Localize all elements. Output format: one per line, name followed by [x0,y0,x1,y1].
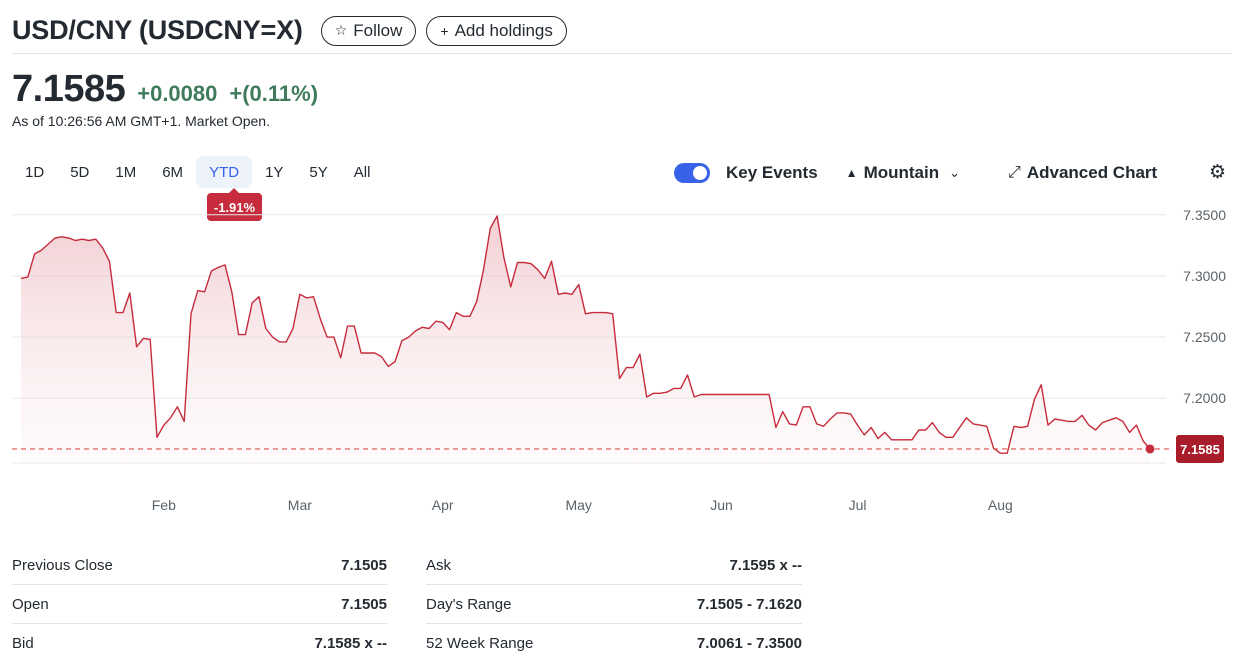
range-ytd[interactable]: YTD [196,156,253,188]
y-tick-label: 7.2000 [1183,390,1226,406]
mountain-icon: ▲ [845,166,858,180]
stat-label: Bid [12,635,34,652]
stat-value: 7.0061 - 7.3500 [696,635,802,652]
price-change-percent: +(0.11%) [229,81,319,106]
x-tick-label: Apr [432,497,454,513]
key-events-toggle[interactable]: Key Events [674,163,818,183]
y-tick-label: 7.3000 [1183,268,1226,284]
add-holdings-label: Add holdings [454,20,553,40]
toggle-switch[interactable] [674,163,710,183]
stat-row: Bid 7.1585 x -- [12,624,387,653]
stat-row: Day's Range 7.1505 - 7.1620 [426,585,802,624]
x-tick-label: Mar [288,497,312,513]
y-tick-label: 7.3500 [1183,207,1226,223]
series-area [21,216,1150,463]
x-axis-labels: Feb Mar Apr May Jun Jul Aug [152,497,1013,513]
range-selector: 1D 5D 1M 6M YTD 1Y 5Y All [12,156,383,188]
stat-value: 7.1505 [341,556,387,574]
stats-right: Ask 7.1595 x -- Day's Range 7.1505 - 7.1… [426,546,802,653]
range-5d[interactable]: 5D [70,163,90,181]
as-of-timestamp: As of 10:26:56 AM GMT+1. Market Open. [12,113,270,129]
x-tick-label: Jun [710,497,733,513]
stat-row: Ask 7.1595 x -- [426,546,802,585]
current-price-tag: 7.1585 [1176,434,1224,463]
follow-button[interactable]: ☆ Follow [320,15,417,46]
stat-row: Open 7.1505 [12,585,387,624]
stats-left: Previous Close 7.1505 Open 7.1505 Bid 7.… [12,546,387,653]
mountain-label: Mountain [863,163,940,182]
current-price: 7.1585 [12,68,126,110]
quote-header: USD/CNY (USDCNY=X) ☆ Follow + Add holdin… [12,8,1232,54]
y-axis-labels: 7.3500 7.3000 7.2500 7.2000 [1183,207,1226,406]
stat-row: 52 Week Range 7.0061 - 7.3500 [426,624,802,653]
follow-label: Follow [353,20,403,40]
stat-value: 7.1505 [341,595,387,613]
stat-label: Ask [426,556,452,574]
current-price-dot [1145,444,1155,454]
price-chart[interactable]: 7.3500 7.3000 7.2500 7.2000 Feb Mar Apr May Jun… [0,205,1246,525]
range-1y[interactable]: 1Y [265,163,284,181]
add-holdings-button[interactable]: + Add holdings [426,15,567,46]
current-price-tag-label: 7.1585 [1180,442,1220,457]
range-1m[interactable]: 1M [115,163,137,181]
chevron-down-icon: ⌄ [949,165,961,180]
chart-toolbar: Key Events ▲ Mountain ⌄ ⤢ Advanced Chart… [674,158,1226,188]
price-row: 7.1585 +0.0080 +(0.11%) [12,68,318,111]
stat-label: Previous Close [12,556,113,574]
y-tick-label: 7.2500 [1183,329,1226,345]
range-6m[interactable]: 6M [162,163,184,181]
stat-label: Day's Range [426,595,512,613]
stat-label: Open [12,595,49,613]
x-tick-label: Aug [988,497,1013,513]
stat-row: Previous Close 7.1505 [12,546,387,585]
stat-value: 7.1595 x -- [729,556,802,574]
stat-value: 7.1505 - 7.1620 [696,595,802,613]
expand-icon: ⤢ [1008,164,1021,181]
advanced-chart-button[interactable]: ⤢ Advanced Chart [1008,163,1157,183]
series-line [20,215,1151,454]
range-all[interactable]: All [353,163,371,181]
key-events-label: Key Events [726,163,818,182]
gear-icon[interactable]: ⚙ [1208,162,1226,183]
star-icon: ☆ [334,22,348,38]
page-title: USD/CNY (USDCNY=X) [12,15,303,45]
stat-label: 52 Week Range [426,635,534,652]
x-tick-label: Jul [849,497,867,513]
chart-type-dropdown[interactable]: ▲ Mountain ⌄ [846,163,960,183]
range-1d[interactable]: 1D [25,163,45,181]
advanced-chart-label: Advanced Chart [1026,163,1158,182]
x-tick-label: Feb [152,497,176,513]
ytd-change-badge: -1.91% [207,188,262,221]
price-change: +0.0080 [137,81,218,106]
plus-icon: + [440,22,449,39]
stat-value: 7.1585 x -- [314,635,387,652]
range-5y[interactable]: 5Y [309,163,328,181]
x-tick-label: May [565,497,591,513]
